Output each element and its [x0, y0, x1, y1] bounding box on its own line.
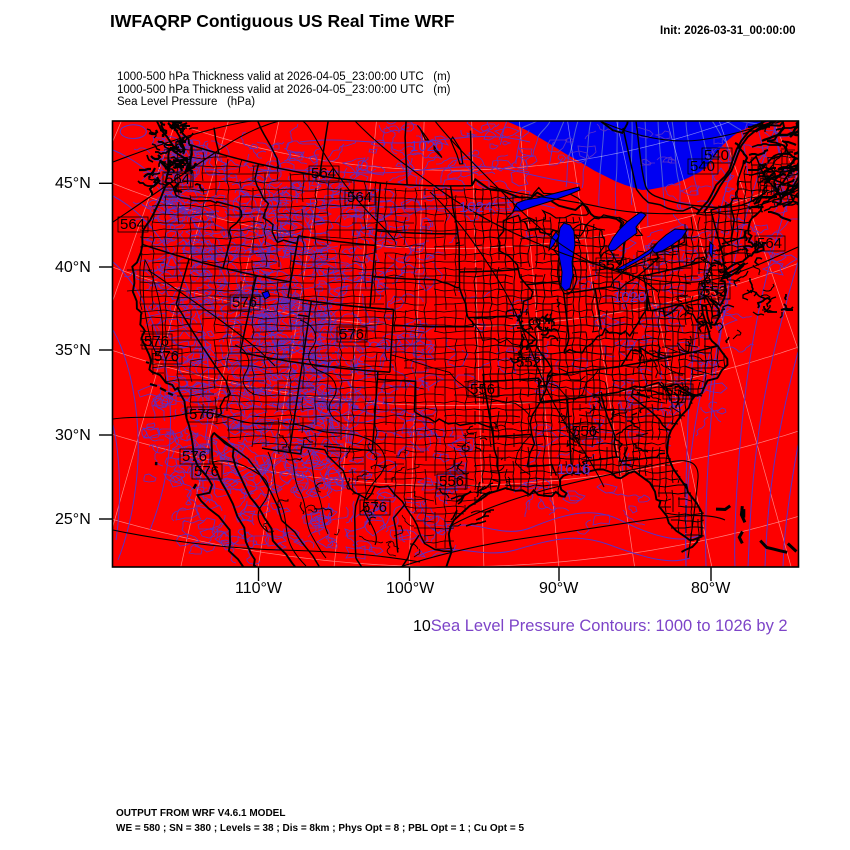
- svg-text:564: 564: [757, 235, 782, 252]
- svg-text:576: 576: [144, 333, 169, 350]
- svg-text:576: 576: [362, 499, 387, 516]
- svg-text:552: 552: [665, 383, 690, 400]
- svg-text:540: 540: [690, 158, 715, 175]
- svg-text:576: 576: [194, 463, 219, 480]
- svg-text:564: 564: [347, 189, 372, 206]
- svg-text:1024: 1024: [459, 199, 492, 216]
- svg-text:556: 556: [572, 423, 597, 440]
- svg-text:576: 576: [182, 448, 207, 465]
- svg-text:540: 540: [704, 147, 729, 164]
- svg-text:564: 564: [165, 171, 190, 188]
- svg-text:556: 556: [470, 381, 495, 398]
- svg-text:576: 576: [189, 406, 214, 423]
- svg-text:576: 576: [232, 294, 257, 311]
- svg-text:552: 552: [702, 283, 727, 300]
- svg-text:1016: 1016: [557, 461, 590, 478]
- svg-text:1020: 1020: [410, 138, 443, 155]
- svg-text:564: 564: [311, 165, 336, 182]
- svg-text:1020: 1020: [613, 289, 646, 306]
- svg-text:556: 556: [439, 473, 464, 490]
- svg-text:576: 576: [339, 326, 364, 343]
- svg-text:552: 552: [516, 354, 541, 371]
- svg-text:552: 552: [598, 257, 623, 274]
- svg-text:576: 576: [154, 348, 179, 365]
- svg-text:564: 564: [120, 216, 145, 233]
